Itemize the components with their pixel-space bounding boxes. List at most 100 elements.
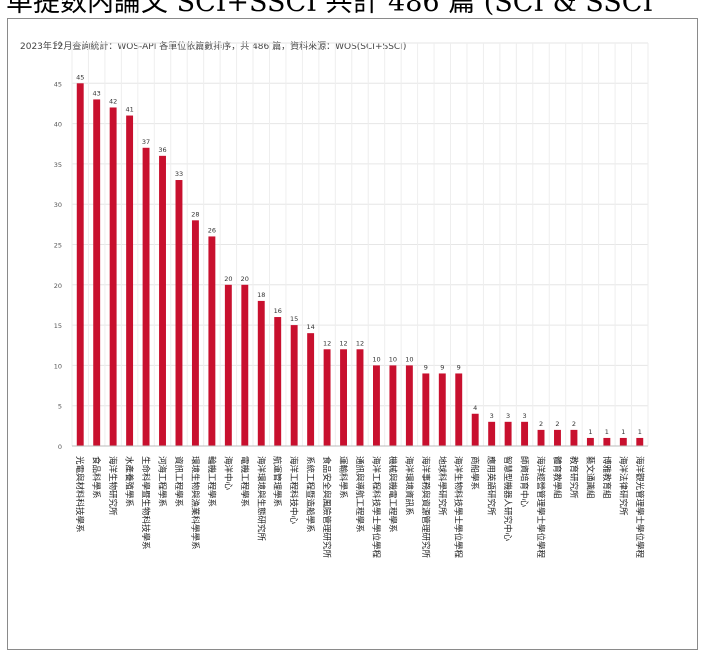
bar [142, 147, 150, 446]
category-label: 通訊與導航工程學系 [354, 456, 365, 533]
category-label: 地球科學研究所 [436, 456, 447, 516]
category-label: 海洋觀光管理學士學位學程 [634, 456, 645, 559]
data-label: 37 [142, 138, 150, 146]
data-label: 1 [605, 428, 609, 436]
category-label: 海洋環境與生態研究所 [255, 456, 266, 542]
category-label: 光電與材料科技學系 [74, 456, 85, 533]
bar [521, 421, 529, 446]
bar [76, 83, 84, 447]
bar-chart: 0510152025303540455045光電與材料科技學系43食品科學系42… [54, 40, 649, 559]
data-label: 15 [290, 315, 298, 323]
data-label: 4 [473, 404, 477, 412]
bar [537, 429, 545, 446]
bar [455, 373, 463, 446]
bar [175, 180, 183, 446]
data-label: 16 [274, 307, 282, 315]
data-label: 43 [93, 89, 101, 97]
header-banner: 单提数内論文 SCI+SSCI 共計 486 篇 (SCI & SSCI [0, 0, 705, 18]
category-label: 機械與機電工程學系 [387, 456, 398, 533]
data-label: 3 [490, 412, 494, 420]
data-label: 10 [372, 355, 380, 363]
data-label: 10 [389, 355, 397, 363]
bar [224, 284, 232, 446]
bar [405, 365, 413, 446]
category-label: 河海工程學系 [157, 456, 168, 507]
data-label: 9 [424, 363, 428, 371]
data-label: 12 [323, 339, 331, 347]
data-label: 10 [405, 355, 413, 363]
category-label: 運輸科學系 [338, 456, 349, 499]
bar [488, 421, 496, 446]
bar [586, 437, 594, 446]
data-label: 26 [208, 226, 216, 234]
bar [126, 115, 134, 446]
bar [570, 429, 578, 446]
data-label: 36 [158, 146, 166, 154]
data-label: 1 [588, 428, 592, 436]
data-label: 12 [339, 339, 347, 347]
data-label: 3 [506, 412, 510, 420]
bar [356, 349, 364, 446]
bar [241, 284, 249, 446]
y-axis: 0 5 10 15 20 25 30 35 40 45 50 [54, 40, 62, 451]
category-label: 海洋中心 [222, 456, 233, 491]
y-tick-label: 20 [54, 282, 62, 290]
bar [208, 236, 216, 446]
bar [422, 373, 430, 446]
data-label: 2 [555, 420, 559, 428]
category-label: 體育教學組 [551, 456, 562, 499]
bar [619, 437, 627, 446]
y-tick-label: 25 [54, 242, 62, 250]
category-label: 海洋工程科技中心 [288, 456, 299, 525]
bar [109, 107, 117, 446]
category-label: 食品安全與風險管理研究所 [321, 456, 332, 559]
category-label: 商船學系 [469, 456, 480, 490]
data-label: 45 [76, 73, 84, 81]
category-label: 應用英語研究所 [486, 456, 497, 516]
category-label: 海洋法律研究所 [617, 456, 628, 516]
category-label: 海洋環境資訊系 [403, 456, 414, 516]
bar [274, 317, 282, 446]
data-label: 2 [539, 420, 543, 428]
bar [603, 437, 611, 446]
y-tick-label: 30 [54, 201, 62, 209]
bar [389, 365, 397, 446]
category-label: 生命科學暨生物科技學系 [140, 456, 151, 550]
gridlines [71, 42, 649, 447]
y-tick-label: 5 [58, 403, 62, 411]
data-label: 2 [572, 420, 576, 428]
header-text: 单提数内論文 SCI+SSCI 共計 486 篇 (SCI & SSCI [6, 0, 654, 18]
data-label: 33 [175, 170, 183, 178]
data-label: 14 [306, 323, 314, 331]
category-label: 海洋經營管理學士學位學程 [535, 456, 546, 559]
bar [290, 325, 298, 446]
bar [471, 413, 479, 446]
y-tick-label: 40 [54, 121, 62, 129]
category-label: 智慧型機器人研究中心 [502, 456, 513, 542]
data-label: 1 [621, 428, 625, 436]
bar [257, 300, 265, 446]
y-tick-label: 35 [54, 161, 62, 169]
chart-caption: 2023年12月查詢統計：WOS-API 各單位依篇數排序，共 486 篇，資料… [20, 42, 407, 52]
data-label: 3 [523, 412, 527, 420]
category-label: 水產養殖學系 [124, 456, 135, 507]
category-label: 電機工程學系 [239, 456, 250, 507]
data-label: 9 [440, 363, 444, 371]
data-label: 20 [241, 275, 249, 283]
data-label: 20 [224, 275, 232, 283]
bar [159, 155, 166, 446]
y-tick-label: 15 [54, 322, 62, 330]
category-label: 藝文通識組 [584, 456, 595, 499]
bar [93, 99, 101, 447]
bar [373, 365, 380, 446]
data-label: 9 [457, 363, 461, 371]
y-tick-label: 10 [54, 362, 62, 370]
category-label: 海洋生物研究所 [107, 456, 118, 516]
data-label: 41 [125, 106, 133, 114]
category-label: 系統工程暨造船學系 [305, 456, 316, 533]
bar [307, 333, 315, 446]
bars: 45光電與材料科技學系43食品科學系42海洋生物研究所41水產養殖學系37生命科… [74, 73, 645, 558]
bar [636, 437, 644, 446]
data-label: 42 [109, 97, 117, 105]
bar [504, 421, 512, 446]
